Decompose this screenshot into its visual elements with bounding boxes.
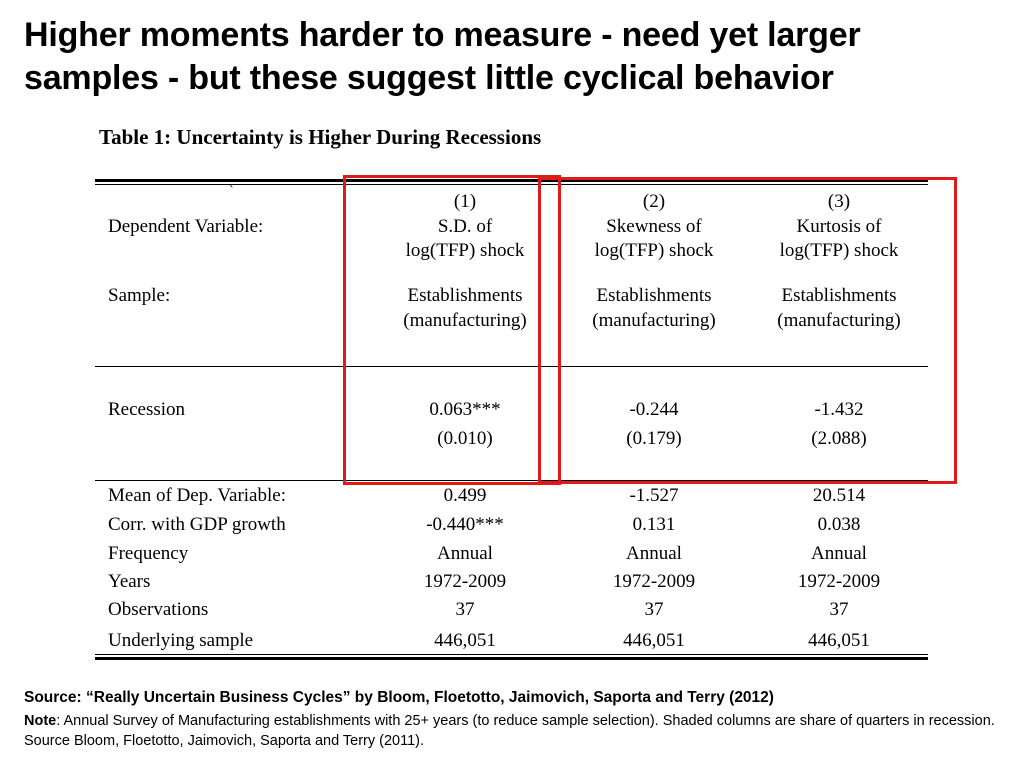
col3-recession-se: (2.088) [811, 428, 867, 449]
col3-frequency: Annual [811, 543, 867, 564]
col3-number: (3) [827, 191, 851, 212]
label-years: Years [108, 571, 151, 592]
col2-number: (2) [642, 191, 666, 212]
label-sample: Sample: [108, 285, 171, 306]
col3-sample-line1: Establishments [781, 285, 897, 306]
highlight-box-column-1 [343, 175, 561, 485]
col1-mean-dep: 0.499 [443, 485, 487, 506]
header-bottom-rule [95, 366, 928, 367]
table-top-rule [95, 179, 928, 182]
col2-recession-se: (0.179) [626, 428, 682, 449]
source-citation: Source: “Really Uncertain Business Cycle… [24, 689, 774, 706]
table-bottom-rule-inner [95, 654, 928, 655]
col2-observations: 37 [644, 599, 664, 620]
col3-sample-line2: (manufacturing) [777, 310, 901, 331]
col2-dep-line1: Skewness of [606, 216, 702, 237]
col3-observations: 37 [829, 599, 849, 620]
col3-underlying-sample: 446,051 [808, 630, 870, 651]
slide-title: Higher moments harder to measure - need … [24, 14, 1014, 100]
col3-dep-line1: Kurtosis of [796, 216, 882, 237]
label-corr-gdp: Corr. with GDP growth [108, 514, 286, 535]
col1-sample-line1: Establishments [407, 285, 523, 306]
col3-recession-coef: -1.432 [814, 399, 864, 420]
col3-corr-gdp: 0.038 [817, 514, 861, 535]
col2-underlying-sample: 446,051 [623, 630, 685, 651]
col1-frequency: Annual [437, 543, 493, 564]
label-dependent-variable: Dependent Variable: [108, 216, 264, 237]
col1-number: (1) [453, 191, 477, 212]
col2-sample-line1: Establishments [596, 285, 712, 306]
col2-dep-line2: log(TFP) shock [594, 240, 714, 261]
col3-years: 1972-2009 [797, 571, 881, 592]
col1-underlying-sample: 446,051 [434, 630, 496, 651]
slide-title-line-1: Higher moments harder to measure - need … [24, 16, 861, 54]
col1-recession-coef: 0.063*** [429, 399, 501, 420]
col2-frequency: Annual [626, 543, 682, 564]
label-underlying-sample: Underlying sample [108, 630, 254, 651]
col1-sample-line2: (manufacturing) [403, 310, 527, 331]
col2-mean-dep: -1.527 [629, 485, 679, 506]
label-observations: Observations [108, 599, 209, 620]
note-body: : Annual Survey of Manufacturing establi… [24, 713, 995, 749]
label-recession: Recession [108, 399, 186, 420]
col1-corr-gdp: -0.440*** [426, 514, 504, 535]
col3-mean-dep: 20.514 [812, 485, 866, 506]
note-text: Note: Annual Survey of Manufacturing est… [24, 711, 999, 751]
col1-years: 1972-2009 [423, 571, 507, 592]
col3-dep-line2: log(TFP) shock [779, 240, 899, 261]
col1-recession-se: (0.010) [437, 428, 493, 449]
slide-title-line-2: samples - but these suggest little cycli… [24, 59, 834, 97]
label-mean-dep: Mean of Dep. Variable: [108, 485, 286, 506]
col1-dep-line1: S.D. of [437, 216, 493, 237]
col2-recession-coef: -0.244 [629, 399, 679, 420]
col1-observations: 37 [455, 599, 475, 620]
col1-dep-line2: log(TFP) shock [405, 240, 525, 261]
table-title: Table 1: Uncertainty is Higher During Re… [99, 125, 542, 149]
col2-years: 1972-2009 [612, 571, 696, 592]
table-top-rule-inner [95, 184, 928, 185]
highlight-box-columns-2-3 [538, 177, 957, 484]
col2-sample-line2: (manufacturing) [592, 310, 716, 331]
stray-mark: ` [229, 184, 234, 199]
label-frequency: Frequency [108, 543, 189, 564]
note-label: Note [24, 713, 57, 729]
col2-corr-gdp: 0.131 [632, 514, 676, 535]
results-bottom-rule [95, 480, 928, 481]
table-bottom-rule [95, 657, 928, 660]
